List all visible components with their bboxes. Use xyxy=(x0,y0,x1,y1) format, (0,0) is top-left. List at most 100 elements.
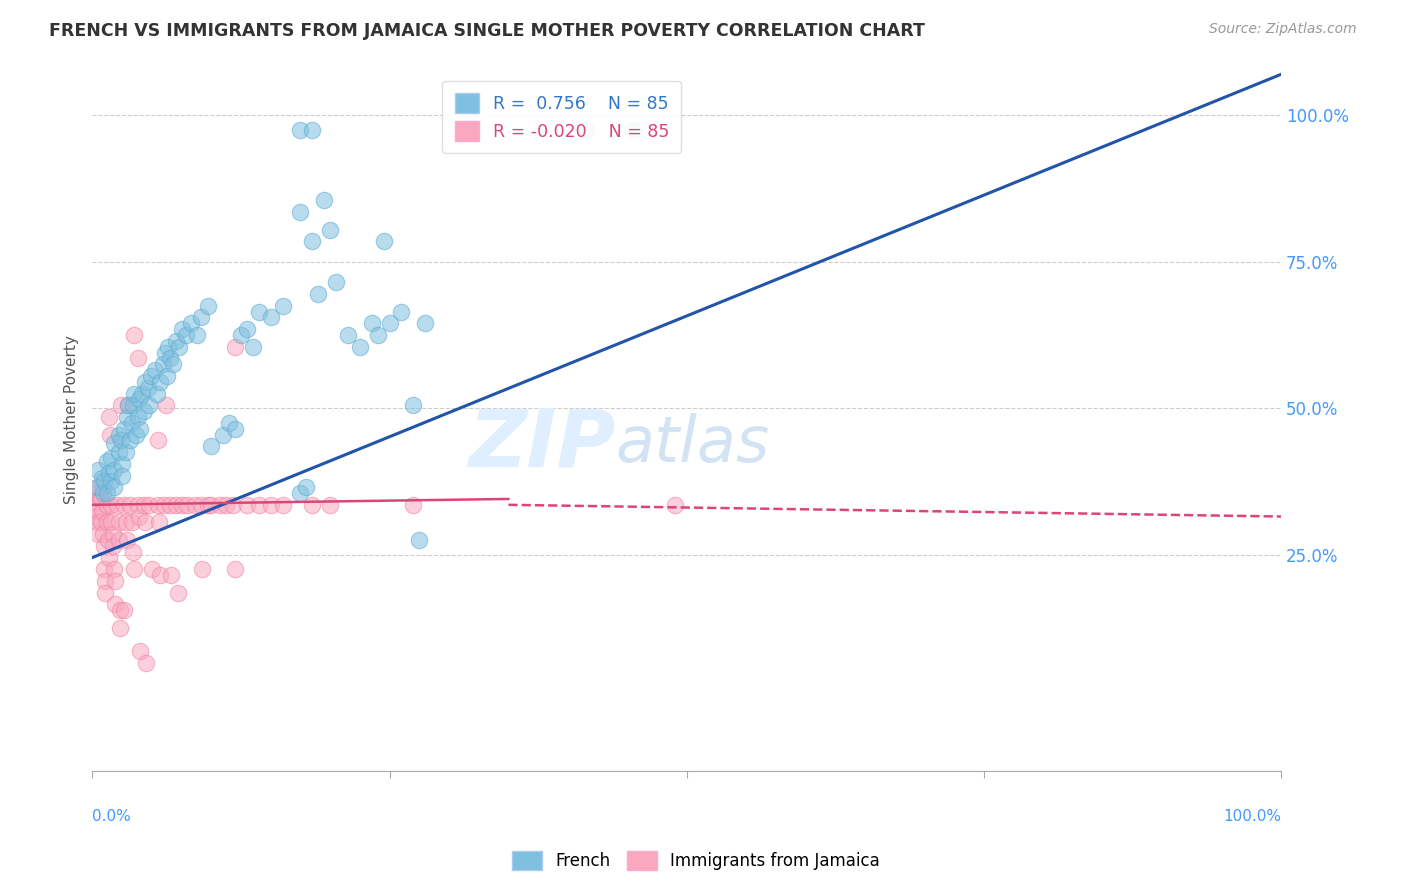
Point xyxy=(319,498,342,512)
Point xyxy=(167,585,190,599)
Point xyxy=(159,351,181,366)
Point xyxy=(138,498,160,512)
Point xyxy=(413,316,436,330)
Point xyxy=(105,498,128,512)
Text: Source: ZipAtlas.com: Source: ZipAtlas.com xyxy=(1209,22,1357,37)
Legend: French, Immigrants from Jamaica: French, Immigrants from Jamaica xyxy=(505,844,887,877)
Point xyxy=(290,205,312,219)
Point xyxy=(319,222,342,236)
Point xyxy=(90,504,112,518)
Point xyxy=(104,598,127,612)
Point xyxy=(103,480,125,494)
Point xyxy=(94,585,117,599)
Point xyxy=(301,123,323,137)
Point xyxy=(129,644,152,658)
Point xyxy=(301,498,323,512)
Y-axis label: Single Mother Poverty: Single Mother Poverty xyxy=(65,335,79,504)
Point xyxy=(157,340,180,354)
Point xyxy=(93,539,115,553)
Point xyxy=(402,498,425,512)
Point xyxy=(218,416,240,430)
Point xyxy=(98,466,121,480)
Point xyxy=(108,603,131,617)
Point xyxy=(167,340,190,354)
Point xyxy=(165,334,187,348)
Point xyxy=(621,123,644,137)
Point xyxy=(183,498,205,512)
Point xyxy=(100,498,122,512)
Point xyxy=(89,491,111,506)
Point xyxy=(108,621,131,635)
Point xyxy=(373,234,395,248)
Point xyxy=(197,498,219,512)
Point xyxy=(114,498,136,512)
Point xyxy=(314,194,336,208)
Point xyxy=(122,562,145,576)
Point xyxy=(86,504,108,518)
Point xyxy=(271,498,294,512)
Point xyxy=(145,363,167,377)
Point xyxy=(87,480,110,494)
Point xyxy=(176,328,198,343)
Point xyxy=(98,427,121,442)
Point xyxy=(114,445,136,459)
Point xyxy=(242,340,264,354)
Point xyxy=(200,498,222,512)
Point xyxy=(260,310,283,325)
Point xyxy=(104,574,127,588)
Point xyxy=(90,471,112,485)
Point xyxy=(391,304,413,318)
Point xyxy=(101,539,124,553)
Point xyxy=(101,527,124,541)
Point xyxy=(87,516,110,530)
Point xyxy=(170,498,193,512)
Point xyxy=(97,533,120,547)
Point xyxy=(93,562,115,576)
Point xyxy=(336,328,359,343)
Point xyxy=(186,328,208,343)
Point xyxy=(107,516,129,530)
Point xyxy=(229,328,252,343)
Point xyxy=(139,368,162,383)
Point xyxy=(224,562,246,576)
Point xyxy=(290,486,312,500)
Point xyxy=(176,498,198,512)
Point xyxy=(83,495,105,509)
Point xyxy=(156,368,179,383)
Point xyxy=(94,574,117,588)
Point xyxy=(165,498,187,512)
Point xyxy=(98,409,121,424)
Point xyxy=(152,498,174,512)
Point xyxy=(93,475,115,489)
Point xyxy=(127,351,149,366)
Point xyxy=(86,480,108,494)
Point xyxy=(125,427,148,442)
Point xyxy=(122,328,145,343)
Point xyxy=(100,516,122,530)
Point xyxy=(121,398,143,412)
Point xyxy=(120,434,142,448)
Point xyxy=(408,533,430,547)
Point xyxy=(121,544,143,558)
Point xyxy=(170,322,193,336)
Point xyxy=(236,498,259,512)
Point xyxy=(111,468,134,483)
Point xyxy=(117,398,139,412)
Point xyxy=(131,386,153,401)
Point xyxy=(149,375,172,389)
Point xyxy=(103,436,125,450)
Point xyxy=(127,409,149,424)
Point xyxy=(134,375,156,389)
Point xyxy=(190,310,212,325)
Point xyxy=(149,568,172,582)
Point xyxy=(247,304,270,318)
Point xyxy=(127,498,149,512)
Point xyxy=(260,498,283,512)
Point xyxy=(114,516,136,530)
Point xyxy=(128,392,150,407)
Point xyxy=(325,275,347,289)
Point xyxy=(146,434,169,448)
Point xyxy=(208,498,231,512)
Point xyxy=(128,509,150,524)
Point xyxy=(100,450,122,465)
